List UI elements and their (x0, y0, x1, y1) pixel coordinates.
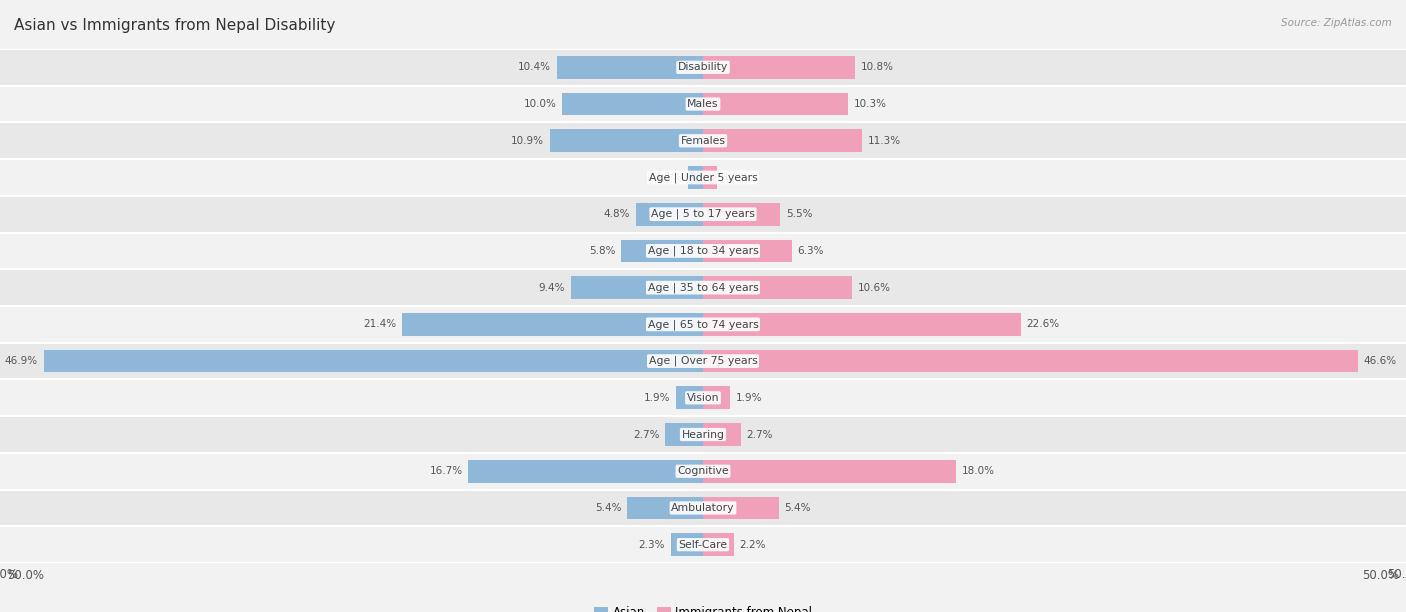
Bar (665, 423, 703, 446)
Text: 50.0%: 50.0% (1362, 569, 1399, 582)
Bar (550, 129, 703, 152)
Text: 1.0%: 1.0% (723, 173, 749, 182)
Text: Hearing: Hearing (682, 430, 724, 439)
Text: 46.6%: 46.6% (1364, 356, 1398, 366)
Text: 10.0%: 10.0% (524, 99, 557, 109)
Bar (703, 239, 792, 263)
Bar (0, 159, 1406, 196)
Text: 10.4%: 10.4% (519, 62, 551, 72)
Bar (0, 196, 1406, 233)
Text: Disability: Disability (678, 62, 728, 72)
Text: 10.9%: 10.9% (512, 136, 544, 146)
Text: 5.4%: 5.4% (595, 503, 621, 513)
Bar (0, 269, 1406, 306)
Bar (44, 349, 703, 373)
Bar (703, 56, 855, 79)
Bar (703, 92, 848, 116)
Text: 2.7%: 2.7% (633, 430, 659, 439)
Text: Ambulatory: Ambulatory (671, 503, 735, 513)
Text: 4.8%: 4.8% (603, 209, 630, 219)
Text: Vision: Vision (686, 393, 720, 403)
Text: 18.0%: 18.0% (962, 466, 994, 476)
Bar (0, 122, 1406, 159)
Text: 9.4%: 9.4% (538, 283, 565, 293)
Text: 1.1%: 1.1% (655, 173, 682, 182)
Bar (0, 526, 1406, 563)
Bar (468, 460, 703, 483)
Text: 21.4%: 21.4% (363, 319, 396, 329)
Text: 5.5%: 5.5% (786, 209, 813, 219)
Text: 5.8%: 5.8% (589, 246, 616, 256)
Text: 2.7%: 2.7% (747, 430, 773, 439)
Text: Age | 35 to 64 years: Age | 35 to 64 years (648, 282, 758, 293)
Text: 2.2%: 2.2% (740, 540, 766, 550)
Text: Age | 65 to 74 years: Age | 65 to 74 years (648, 319, 758, 330)
Bar (627, 496, 703, 520)
Text: 22.6%: 22.6% (1026, 319, 1060, 329)
Text: Age | Under 5 years: Age | Under 5 years (648, 172, 758, 183)
Bar (703, 349, 1358, 373)
Text: Self-Care: Self-Care (679, 540, 727, 550)
Bar (676, 386, 703, 409)
Text: 16.7%: 16.7% (429, 466, 463, 476)
Bar (621, 239, 703, 263)
Bar (571, 276, 703, 299)
Bar (703, 276, 852, 299)
Text: 10.3%: 10.3% (853, 99, 886, 109)
Text: 5.4%: 5.4% (785, 503, 811, 513)
Bar (703, 386, 730, 409)
Text: 1.9%: 1.9% (735, 393, 762, 403)
Bar (0, 343, 1406, 379)
Text: Males: Males (688, 99, 718, 109)
Bar (703, 496, 779, 520)
Bar (0, 379, 1406, 416)
Bar (703, 423, 741, 446)
Bar (0, 86, 1406, 122)
Bar (562, 92, 703, 116)
Bar (0, 49, 1406, 86)
Text: 50.0%: 50.0% (7, 569, 44, 582)
Text: Age | Over 75 years: Age | Over 75 years (648, 356, 758, 367)
Bar (0, 453, 1406, 490)
Text: 6.3%: 6.3% (797, 246, 824, 256)
Text: Source: ZipAtlas.com: Source: ZipAtlas.com (1281, 18, 1392, 28)
Text: 10.8%: 10.8% (860, 62, 893, 72)
Text: Females: Females (681, 136, 725, 146)
Bar (402, 313, 703, 336)
Text: Asian vs Immigrants from Nepal Disability: Asian vs Immigrants from Nepal Disabilit… (14, 18, 336, 34)
Bar (703, 313, 1021, 336)
Text: Cognitive: Cognitive (678, 466, 728, 476)
Text: 1.9%: 1.9% (644, 393, 671, 403)
Text: Age | 5 to 17 years: Age | 5 to 17 years (651, 209, 755, 220)
Text: 10.6%: 10.6% (858, 283, 890, 293)
Text: 2.3%: 2.3% (638, 540, 665, 550)
Text: 46.9%: 46.9% (4, 356, 38, 366)
Bar (703, 129, 862, 152)
Bar (0, 306, 1406, 343)
Bar (0, 416, 1406, 453)
Bar (0, 233, 1406, 269)
Bar (703, 203, 780, 226)
Text: 11.3%: 11.3% (868, 136, 901, 146)
Bar (671, 533, 703, 556)
Bar (703, 166, 717, 189)
Bar (0, 490, 1406, 526)
Bar (557, 56, 703, 79)
Text: Age | 18 to 34 years: Age | 18 to 34 years (648, 245, 758, 256)
Bar (636, 203, 703, 226)
Legend: Asian, Immigrants from Nepal: Asian, Immigrants from Nepal (589, 602, 817, 612)
Bar (703, 533, 734, 556)
Bar (688, 166, 703, 189)
Bar (703, 460, 956, 483)
